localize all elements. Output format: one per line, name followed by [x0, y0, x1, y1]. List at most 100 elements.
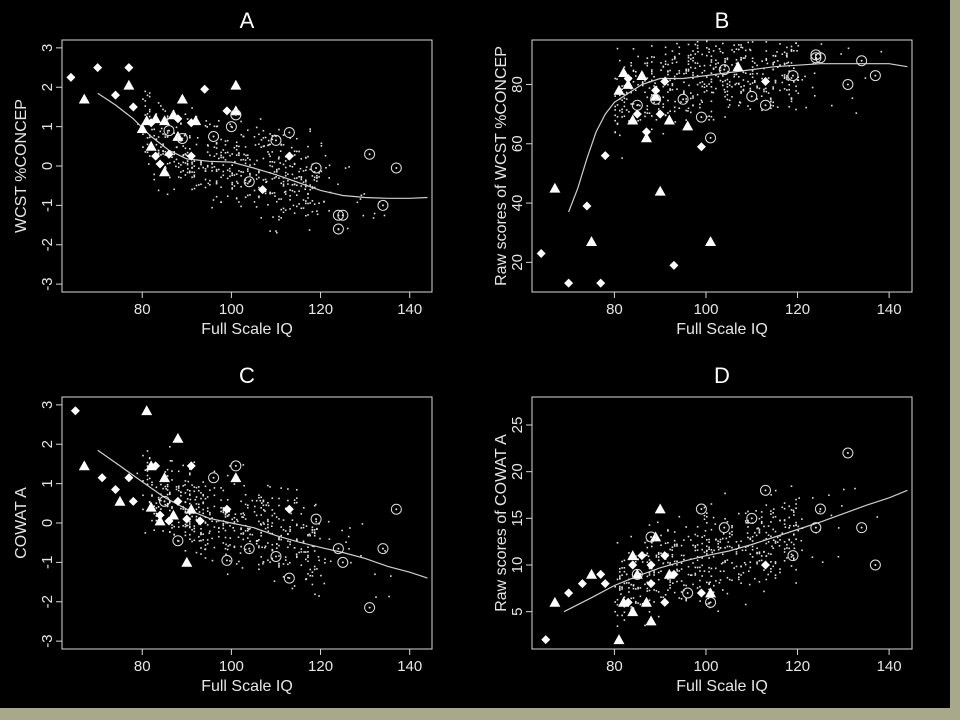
- data-dot: [637, 120, 639, 122]
- data-dot: [200, 528, 202, 530]
- data-dot: [790, 50, 793, 52]
- data-dot: [218, 157, 220, 160]
- data-dot: [160, 508, 162, 510]
- data-dot: [260, 146, 262, 148]
- data-dot: [664, 114, 667, 116]
- data-dot: [289, 195, 291, 197]
- data-dot: [646, 105, 649, 107]
- data-dot: [680, 591, 683, 593]
- data-dot: [177, 521, 180, 524]
- data-dot: [278, 177, 280, 179]
- data-dot: [305, 183, 307, 186]
- data-dot: [316, 177, 318, 179]
- circle-point-center: [723, 68, 726, 71]
- data-dot: [259, 499, 262, 502]
- data-dot: [175, 486, 178, 488]
- data-dot: [623, 101, 626, 104]
- data-dot: [180, 164, 182, 166]
- y-tick-label: 20: [509, 254, 526, 271]
- data-dot: [313, 529, 316, 531]
- data-dot: [289, 543, 291, 546]
- data-dot: [621, 85, 623, 87]
- data-dot: [765, 578, 768, 581]
- data-dot: [623, 84, 626, 87]
- circle-point-center: [234, 464, 237, 467]
- data-dot: [180, 491, 182, 494]
- data-dot: [662, 103, 665, 105]
- data-dot: [630, 62, 632, 64]
- data-dot: [616, 598, 619, 601]
- data-dot: [206, 151, 209, 153]
- data-dot: [774, 515, 777, 518]
- triangle-point: [627, 114, 639, 125]
- y-tick-label: 3: [39, 401, 56, 409]
- data-dot: [703, 86, 706, 88]
- data-dot: [662, 66, 665, 68]
- data-dot: [213, 546, 216, 549]
- data-dot: [195, 503, 198, 505]
- circle-point: [390, 162, 402, 174]
- data-dot: [305, 169, 307, 172]
- data-dot: [215, 182, 218, 185]
- data-dot: [719, 79, 722, 82]
- data-dot: [772, 101, 774, 104]
- data-dot: [765, 504, 768, 506]
- diamond-point: [151, 461, 161, 471]
- data-dot: [792, 509, 795, 512]
- data-dot: [271, 522, 274, 524]
- data-dot: [263, 509, 265, 511]
- data-dot: [619, 587, 621, 590]
- data-dot: [184, 510, 187, 512]
- triangle-point: [141, 405, 153, 416]
- data-dot: [195, 143, 198, 146]
- data-dot: [747, 105, 749, 107]
- circle-point-center: [860, 526, 863, 529]
- data-dot: [234, 161, 236, 163]
- data-dot: [160, 154, 162, 156]
- data-dot: [162, 143, 164, 145]
- data-dot: [296, 489, 298, 491]
- data-dot: [678, 570, 681, 572]
- trend-line: [97, 92, 428, 199]
- data-dot: [709, 64, 712, 67]
- data-dot: [756, 86, 758, 89]
- data-dot: [669, 584, 671, 586]
- data-dot: [318, 559, 320, 562]
- triangle-point: [705, 236, 717, 246]
- data-dot: [843, 488, 845, 491]
- data-dot: [193, 539, 196, 542]
- data-dot: [175, 158, 178, 161]
- data-dot: [742, 71, 745, 74]
- circle-point: [677, 93, 689, 105]
- trend-line: [563, 489, 908, 613]
- data-dot: [614, 131, 616, 133]
- data-dot: [302, 526, 305, 529]
- data-dot: [706, 89, 708, 92]
- data-dot: [711, 91, 713, 94]
- data-dot: [209, 184, 211, 186]
- data-dot: [712, 555, 715, 558]
- data-dot: [694, 545, 697, 547]
- data-dot: [231, 518, 233, 521]
- data-dot: [697, 51, 699, 53]
- data-dot: [238, 154, 240, 157]
- data-dot: [186, 171, 189, 174]
- data-dot: [710, 59, 713, 61]
- data-dot: [646, 108, 649, 111]
- data-dot: [226, 139, 229, 142]
- data-dot: [772, 547, 774, 549]
- data-dot: [657, 551, 660, 554]
- data-dot: [232, 527, 234, 529]
- data-dot: [785, 54, 788, 56]
- data-dot: [198, 506, 200, 509]
- data-dot: [240, 120, 242, 123]
- diamond-point: [651, 85, 661, 95]
- data-dot: [667, 561, 669, 564]
- data-dot: [646, 581, 649, 584]
- data-dot: [160, 483, 162, 486]
- data-dot: [289, 541, 291, 543]
- x-tick-label: 140: [877, 301, 902, 318]
- data-dot: [320, 142, 323, 145]
- data-dot: [790, 48, 793, 51]
- data-dot: [703, 518, 706, 520]
